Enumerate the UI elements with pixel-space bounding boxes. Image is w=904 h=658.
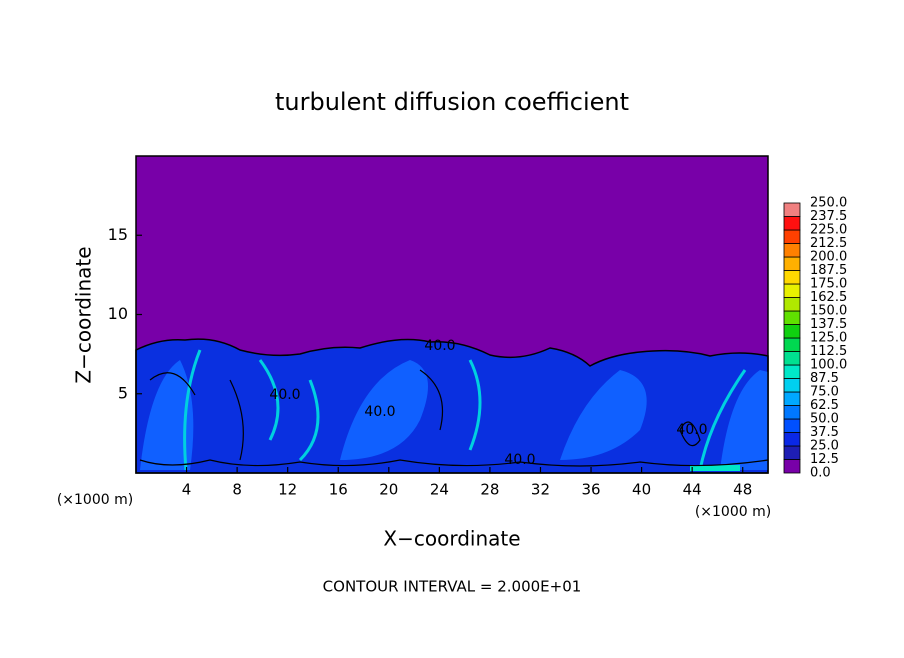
colorbar-label: 12.5 — [810, 452, 839, 467]
contour-label: 40.0 — [676, 422, 707, 438]
field-patch — [140, 360, 194, 470]
colorbar-box — [783, 459, 801, 474]
colorbar-box — [783, 378, 801, 393]
x-tick-label: 16 — [329, 481, 348, 499]
x-tick-label: 4 — [182, 481, 192, 499]
x-tick-label: 32 — [531, 481, 550, 499]
colorbar-label: 150.0 — [810, 304, 847, 319]
y-axis-label: Z−coordinate — [72, 246, 96, 383]
colorbar-box — [783, 351, 801, 366]
colorbar-label: 250.0 — [810, 196, 847, 211]
colorbar-label: 237.5 — [810, 209, 847, 224]
colorbar-box — [783, 256, 801, 271]
colorbar-label: 137.5 — [810, 317, 847, 332]
chart-title: turbulent diffusion coefficient — [275, 88, 629, 116]
y-tick-label: 10 — [108, 304, 128, 323]
x-axis-label: X−coordinate — [383, 527, 520, 551]
field-patch — [560, 370, 647, 460]
turbulent-layer — [135, 338, 769, 474]
colorbar-box — [783, 391, 801, 406]
x-tick-label: 28 — [480, 481, 499, 499]
field-streak — [183, 349, 747, 471]
contour-label: 40.0 — [364, 404, 395, 420]
colorbar-label: 100.0 — [810, 358, 847, 373]
field — [135, 156, 769, 474]
field-patch — [720, 370, 768, 470]
x-tick-label: 20 — [379, 481, 398, 499]
colorbar-box — [783, 405, 801, 420]
colorbar-box — [783, 418, 801, 433]
colorbar-label: 225.0 — [810, 223, 847, 238]
colorbar-label: 87.5 — [810, 371, 839, 386]
colorbar-label: 25.0 — [810, 439, 839, 454]
colorbar-label: 175.0 — [810, 277, 847, 292]
contour-label: 40.0 — [504, 452, 535, 468]
colorbar-label: 75.0 — [810, 385, 839, 400]
x-tick-label: 36 — [581, 481, 600, 499]
contour-label: 40.0 — [424, 338, 455, 354]
footnote: CONTOUR INTERVAL = 2.000E+01 — [323, 578, 582, 596]
colorbar-label: 212.5 — [810, 236, 847, 251]
colorbar-box — [783, 432, 801, 447]
colorbar-box — [783, 364, 801, 379]
colorbar-box — [783, 297, 801, 312]
colorbar-label: 62.5 — [810, 398, 839, 413]
colorbar-label: 112.5 — [810, 344, 847, 359]
x-tick-label: 48 — [733, 481, 752, 499]
colorbar-box — [783, 243, 801, 258]
x-tick-label: 8 — [232, 481, 242, 499]
contour-label: 40.0 — [269, 387, 300, 403]
colorbar-label: 162.5 — [810, 290, 847, 305]
x-unit-label: (×1000 m) — [695, 504, 771, 520]
colorbar-label: 200.0 — [810, 250, 847, 265]
colorbar-label: 125.0 — [810, 331, 847, 346]
colorbar-box — [783, 202, 801, 217]
contour-line — [139, 369, 769, 467]
colorbar-label: 0.0 — [810, 466, 831, 481]
y-unit-label: (×1000 m) — [57, 492, 133, 508]
colorbar-box — [783, 337, 801, 352]
field-patch — [340, 360, 428, 460]
colorbar-box — [783, 216, 801, 231]
y-tick-label: 15 — [108, 225, 128, 244]
x-tick-label: 12 — [278, 481, 297, 499]
colorbar-box — [783, 229, 801, 244]
x-tick-label: 44 — [683, 481, 702, 499]
y-tick-label: 5 — [118, 383, 128, 402]
colorbar-label: 187.5 — [810, 263, 847, 278]
colorbar-box — [783, 310, 801, 325]
colorbar-box — [783, 324, 801, 339]
colorbar-box — [783, 270, 801, 285]
colorbar-label: 50.0 — [810, 412, 839, 427]
x-tick-label: 24 — [430, 481, 449, 499]
x-tick-label: 40 — [632, 481, 651, 499]
colorbar-label: 37.5 — [810, 425, 839, 440]
colorbar-box — [783, 445, 801, 460]
colorbar-box — [783, 283, 801, 298]
